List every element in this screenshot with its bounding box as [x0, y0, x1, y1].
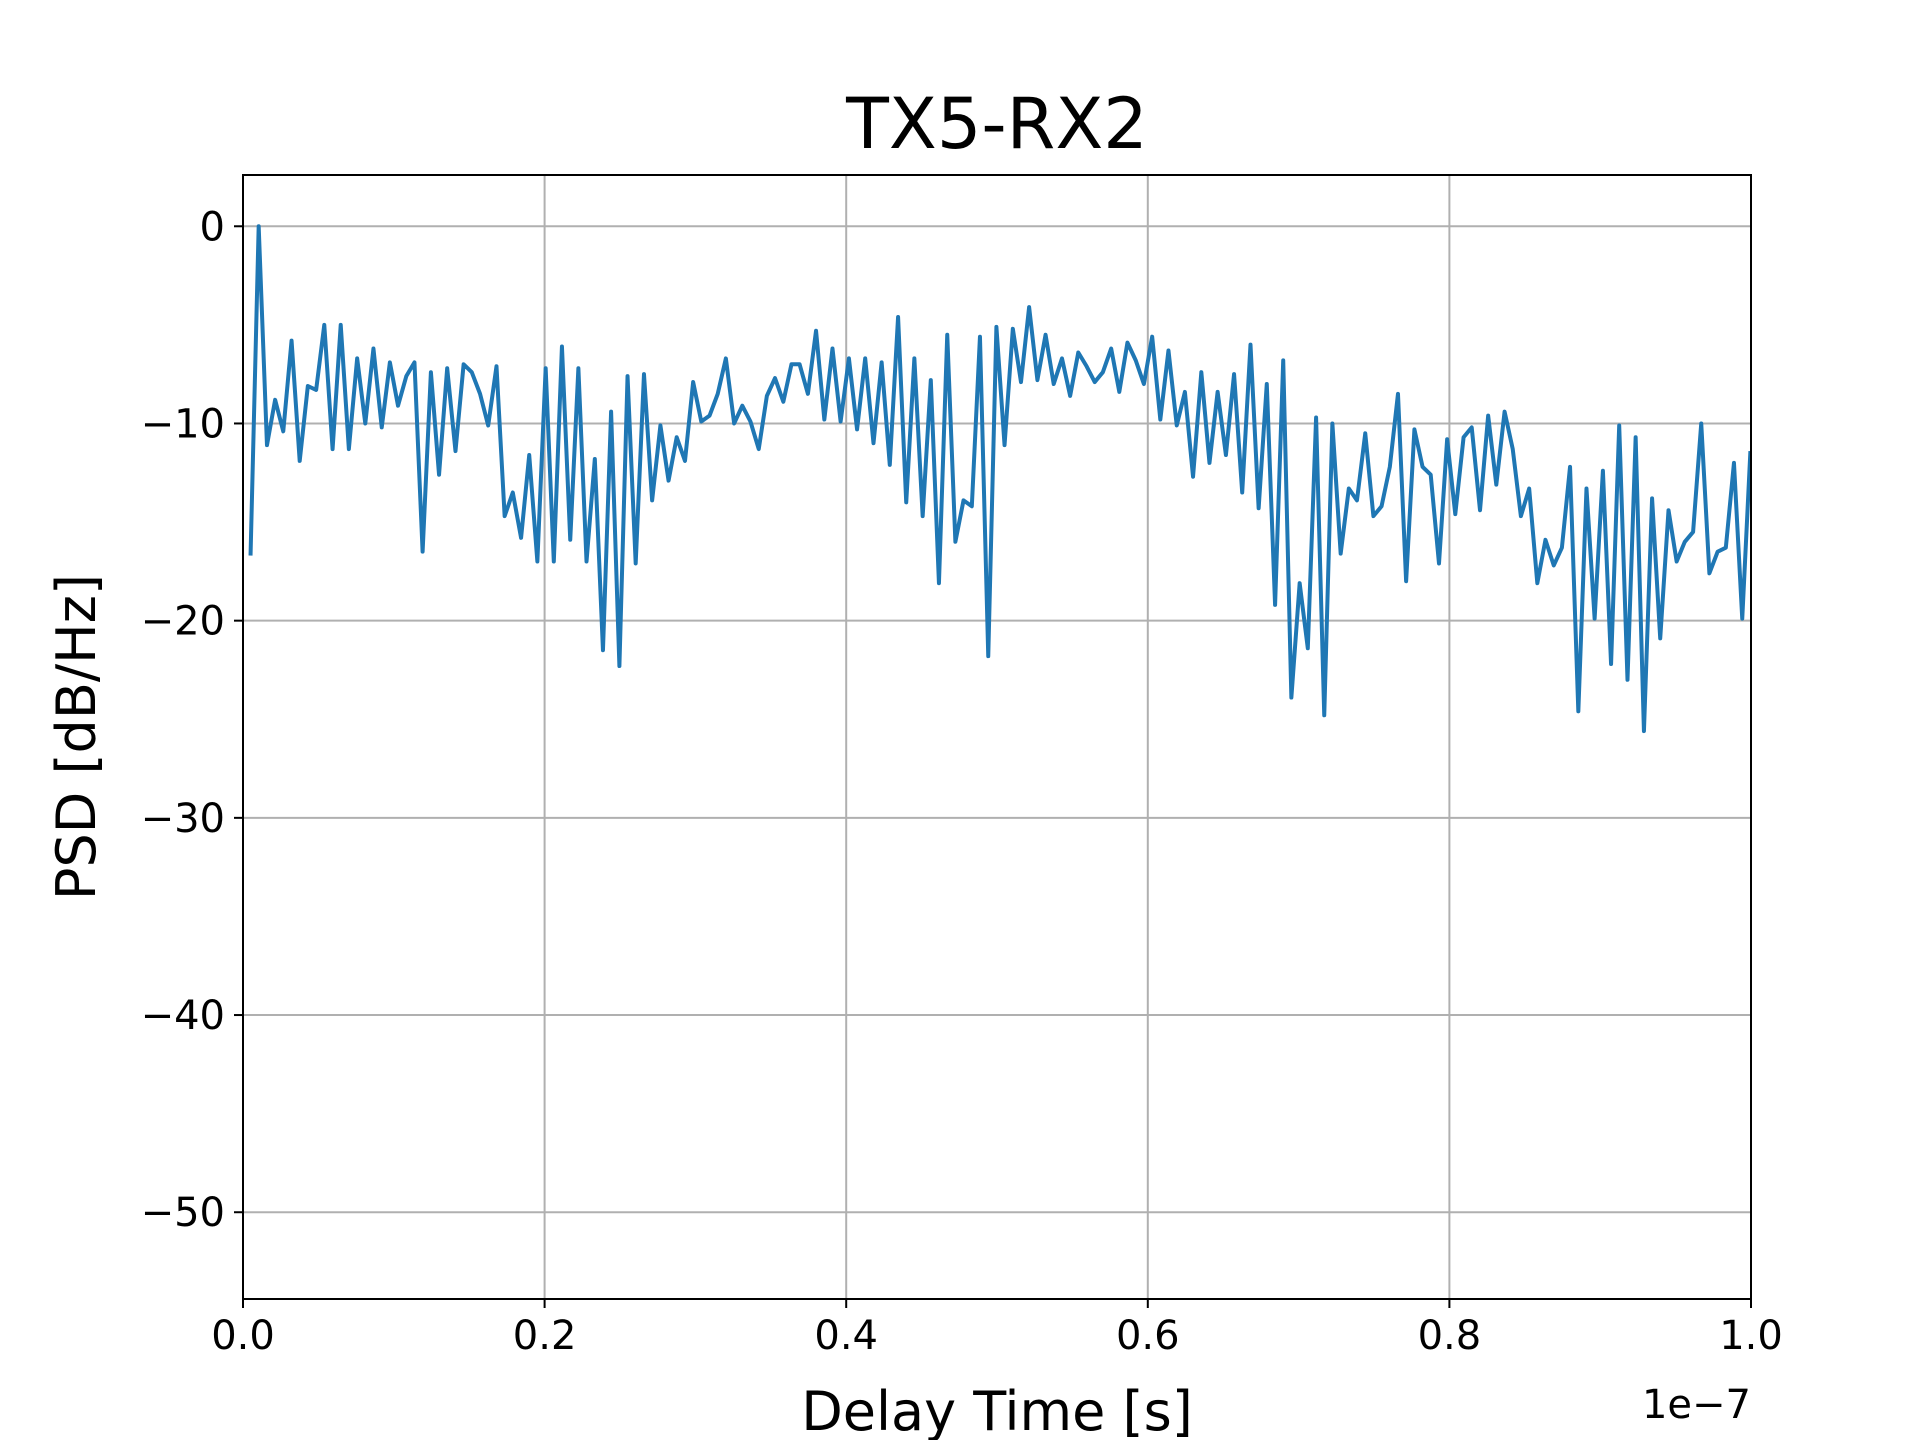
y-tick-label: −10 [141, 401, 225, 447]
y-tick-label: −20 [141, 599, 225, 645]
x-tick-label: 0.8 [1418, 1313, 1482, 1359]
axes-frame [242, 174, 1752, 1300]
plot-area [248, 224, 1751, 734]
y-tick-label: −40 [141, 993, 225, 1039]
x-tick-label: 0.6 [1116, 1313, 1180, 1359]
chart-title: TX5-RX2 [845, 83, 1148, 165]
ticks: 0.0 0.2 0.4 0.6 0.8 1.0 0 −10 −20 −30 −40 −50 [141, 204, 1783, 1359]
y-axis-label: PSD [dB/Hz] [45, 574, 108, 900]
x-axis-label: Delay Time [s] [801, 1380, 1193, 1440]
y-tick-label: −30 [141, 796, 225, 842]
x-tick-label: 0.4 [814, 1313, 878, 1359]
x-tick-label: 1.0 [1719, 1313, 1783, 1359]
y-tick-label: −50 [141, 1190, 225, 1236]
data-line [248, 224, 1751, 734]
y-tick-label: 0 [200, 204, 225, 250]
x-tick-label: 0.0 [211, 1313, 275, 1359]
x-offset-label: 1e−7 [1642, 1382, 1751, 1428]
x-tick-label: 0.2 [513, 1313, 577, 1359]
